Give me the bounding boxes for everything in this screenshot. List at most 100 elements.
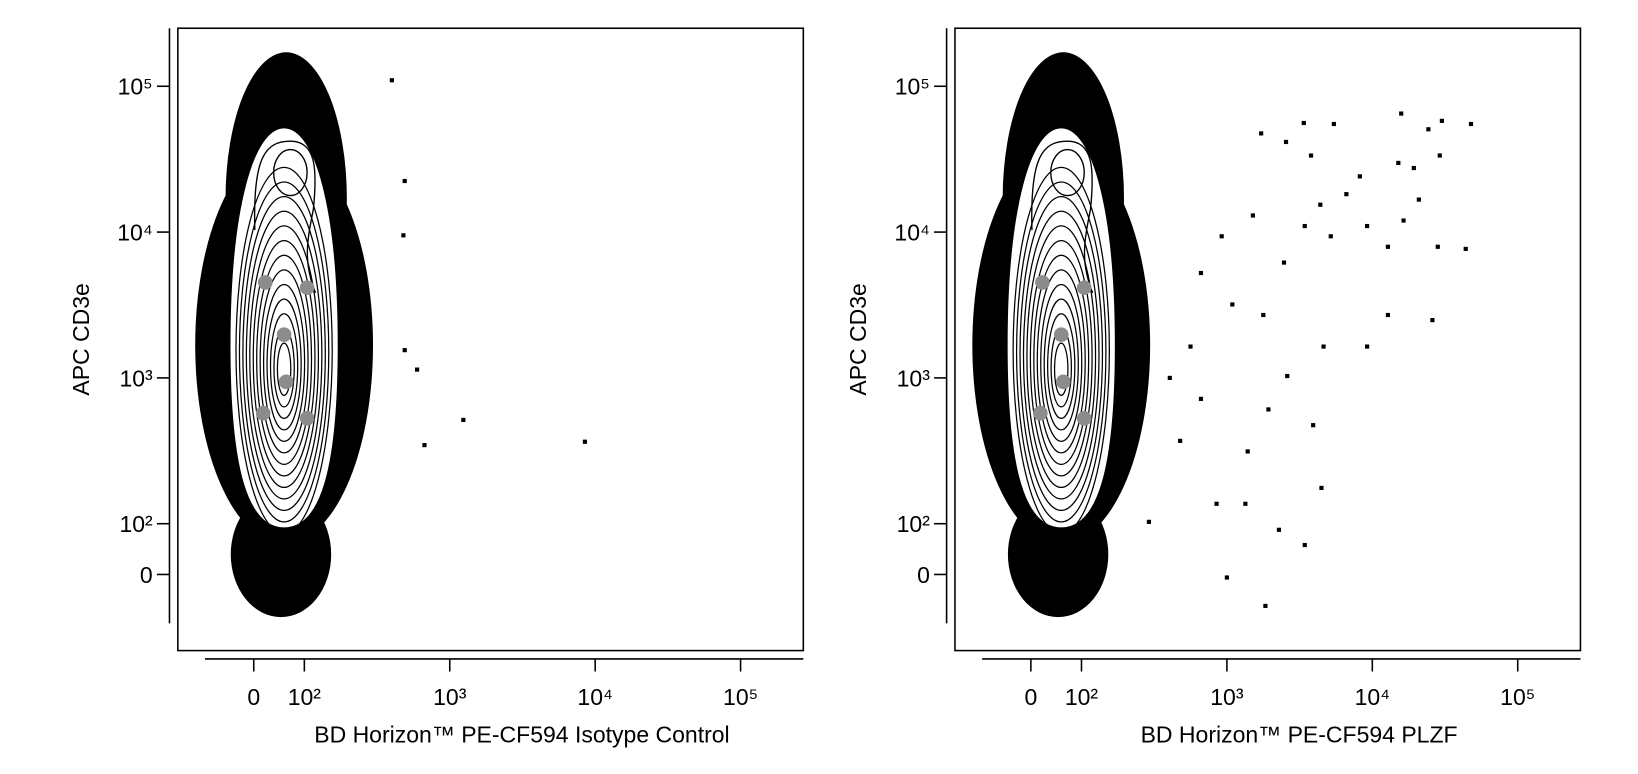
event-point (1219, 234, 1224, 239)
event-point (1302, 223, 1307, 229)
event-point (402, 348, 407, 353)
x-tick-label: 10³ (433, 684, 467, 710)
plot: 0 10² 10³ 10⁴ 10⁵ 0 10² 10³ 10⁴ 10⁵ BD Horizon™ PE… (845, 27, 1582, 748)
contour-peak (1035, 275, 1050, 290)
contour (259, 269, 309, 454)
event-point (1263, 603, 1268, 609)
event-point (1250, 213, 1256, 218)
contour (242, 196, 326, 512)
contour (1015, 181, 1107, 523)
event-point (1430, 318, 1435, 323)
event-point (1245, 449, 1250, 454)
event-point (1385, 312, 1390, 318)
contour (272, 148, 308, 197)
event-point (1318, 202, 1323, 207)
event-point (1357, 174, 1362, 179)
x-tick-label: 0 (1024, 684, 1037, 710)
event-point (1401, 218, 1406, 223)
contour (256, 254, 313, 466)
event-point (1321, 344, 1326, 349)
contour-peak (299, 280, 315, 295)
contour (1012, 166, 1110, 535)
event-point (1416, 197, 1421, 202)
x-tick-label: 10⁴ (577, 684, 612, 710)
event-point (1468, 121, 1474, 127)
contour-peak (255, 405, 271, 421)
event-point (1281, 260, 1287, 265)
contour-peak (257, 275, 273, 290)
y-tick-label: 0 (140, 562, 153, 588)
event-point (414, 367, 420, 372)
contour (253, 140, 317, 294)
contour-peak (1053, 327, 1069, 343)
contour (262, 283, 306, 443)
y-tick-label: 10⁵ (118, 74, 153, 100)
event-point (1302, 542, 1307, 548)
event-point (1365, 223, 1370, 229)
plot: 0 10² 10³ 10⁴ 10⁵ 0 10² 10³ 10⁴ 10⁵ BD Horizon™ PE… (68, 27, 805, 748)
contour (1022, 210, 1100, 500)
event-point (1437, 153, 1442, 158)
event-point (389, 78, 394, 83)
event-point (1439, 118, 1444, 123)
event-point (1167, 375, 1172, 380)
contour (1033, 254, 1090, 466)
x-axis-title: BD Horizon™ PE-CF594 PLZF (1141, 722, 1458, 748)
event-point (401, 233, 406, 238)
contour (1053, 342, 1069, 396)
event-point (422, 443, 427, 448)
event-point (1385, 244, 1390, 249)
event-point (1319, 485, 1324, 491)
contour-peak (299, 411, 315, 426)
event-point (1266, 407, 1271, 412)
event-point (1426, 127, 1431, 132)
y-axis-title: APC CD3e (845, 283, 871, 395)
contour (266, 298, 302, 431)
event-cloud (230, 491, 332, 618)
event-point (1308, 153, 1314, 158)
event-point (1285, 373, 1290, 379)
contour-peak (1076, 411, 1092, 426)
contour (245, 210, 323, 500)
contour-peak (276, 327, 292, 343)
y-tick-label: 0 (917, 562, 930, 588)
event-point (1328, 234, 1333, 239)
y-tick-label: 10² (897, 511, 931, 537)
event-point (1198, 270, 1204, 276)
event-point (1365, 344, 1370, 349)
contour (1031, 140, 1094, 294)
event-point (1178, 438, 1183, 443)
x-tick-label: 0 (247, 684, 260, 710)
event-point (1311, 423, 1316, 428)
event-point (1261, 312, 1266, 318)
y-tick-label: 10³ (119, 365, 153, 391)
contour-peak (1076, 280, 1092, 295)
event-point (1396, 160, 1401, 166)
y-tick-label: 10² (119, 511, 153, 537)
event-point (1435, 244, 1440, 249)
x-tick-label: 10³ (1210, 684, 1244, 710)
event-point (1188, 344, 1193, 349)
contour (1026, 225, 1097, 489)
contour (1036, 269, 1086, 454)
event-cloud (1007, 491, 1109, 618)
event-point (582, 439, 587, 444)
contour (249, 225, 320, 489)
contour (1047, 313, 1076, 420)
event-point (1214, 501, 1219, 506)
event-point (1276, 527, 1282, 532)
event-point (1259, 131, 1264, 136)
event-point (1411, 165, 1416, 171)
x-tick-label: 10⁵ (1500, 684, 1535, 710)
event-point (1198, 396, 1204, 401)
event-point (1146, 519, 1152, 524)
x-tick-label: 10² (1065, 684, 1099, 710)
event-point (1301, 120, 1306, 126)
event-point (1399, 111, 1404, 116)
x-tick-label: 10⁴ (1355, 684, 1390, 710)
contour (1029, 239, 1093, 477)
event-point (402, 178, 407, 184)
x-tick-label: 10² (288, 684, 322, 710)
